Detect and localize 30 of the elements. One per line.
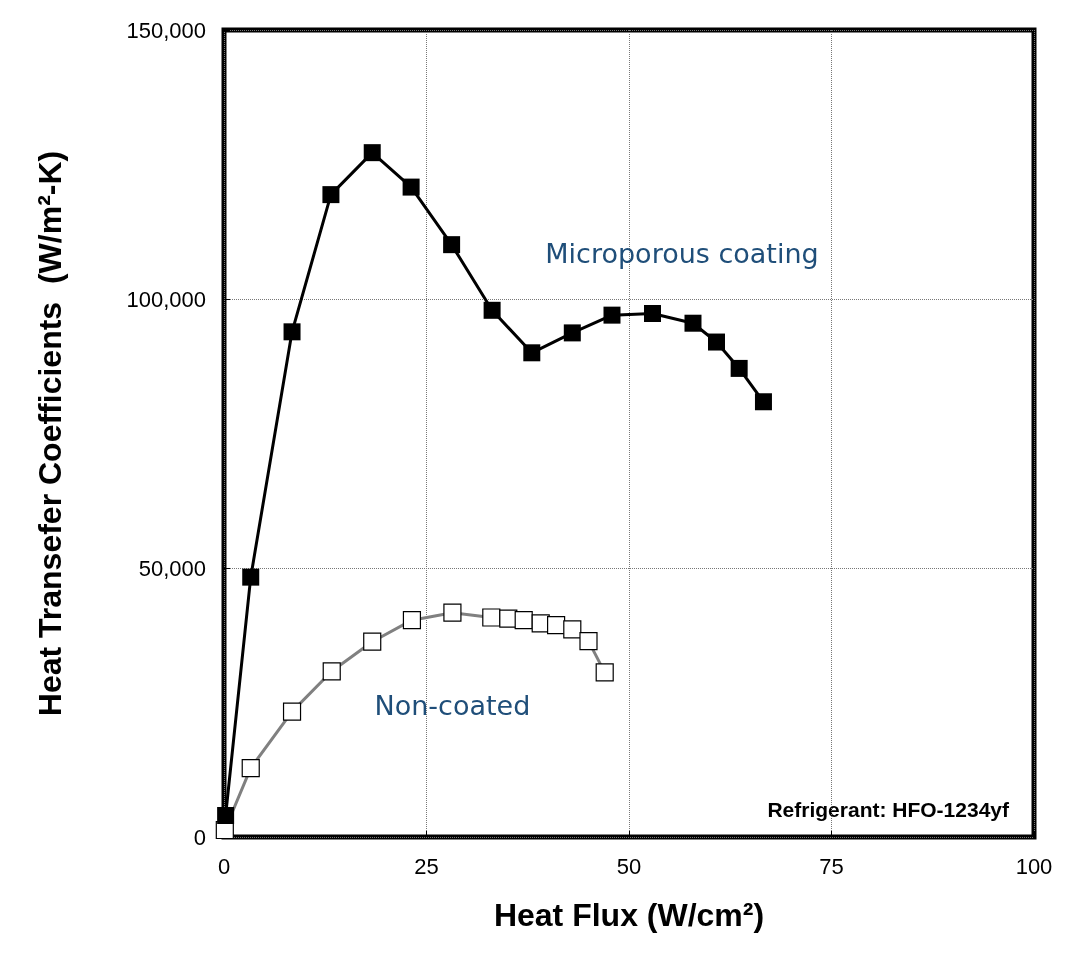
y-tick-label: 50,000 <box>138 555 206 581</box>
point <box>242 568 260 586</box>
point <box>730 359 748 377</box>
point <box>217 806 235 824</box>
y-tick-label: 100,000 <box>126 286 206 312</box>
text: Microporous coating <box>545 237 819 269</box>
point <box>402 178 420 196</box>
point <box>563 324 581 342</box>
x-tick-label: 75 <box>819 853 844 879</box>
point <box>443 236 461 254</box>
x-axis-title: Heat Flux (W/cm²) <box>493 897 765 933</box>
x-tick-label: 100 <box>1015 853 1053 879</box>
point <box>483 301 501 319</box>
point <box>754 393 772 411</box>
series-label: Non-coated <box>374 689 531 721</box>
point <box>322 186 340 204</box>
point <box>283 323 301 341</box>
annotation: Refrigerant: HFO-1234yf <box>767 798 1011 821</box>
x-tick-label: 0 <box>217 853 231 879</box>
point <box>707 333 725 351</box>
point <box>684 314 702 332</box>
y-tick-label: 0 <box>193 824 206 850</box>
point <box>363 144 381 162</box>
x-tick-label: 50 <box>616 853 642 879</box>
point <box>603 306 621 324</box>
point <box>643 305 661 323</box>
y-tick-label: 150,000 <box>126 17 206 43</box>
y-axis-title: Heat Transefer Coefficients (W/m²-K) <box>32 150 68 717</box>
x-tick-label: 25 <box>414 853 439 879</box>
point <box>523 344 541 362</box>
